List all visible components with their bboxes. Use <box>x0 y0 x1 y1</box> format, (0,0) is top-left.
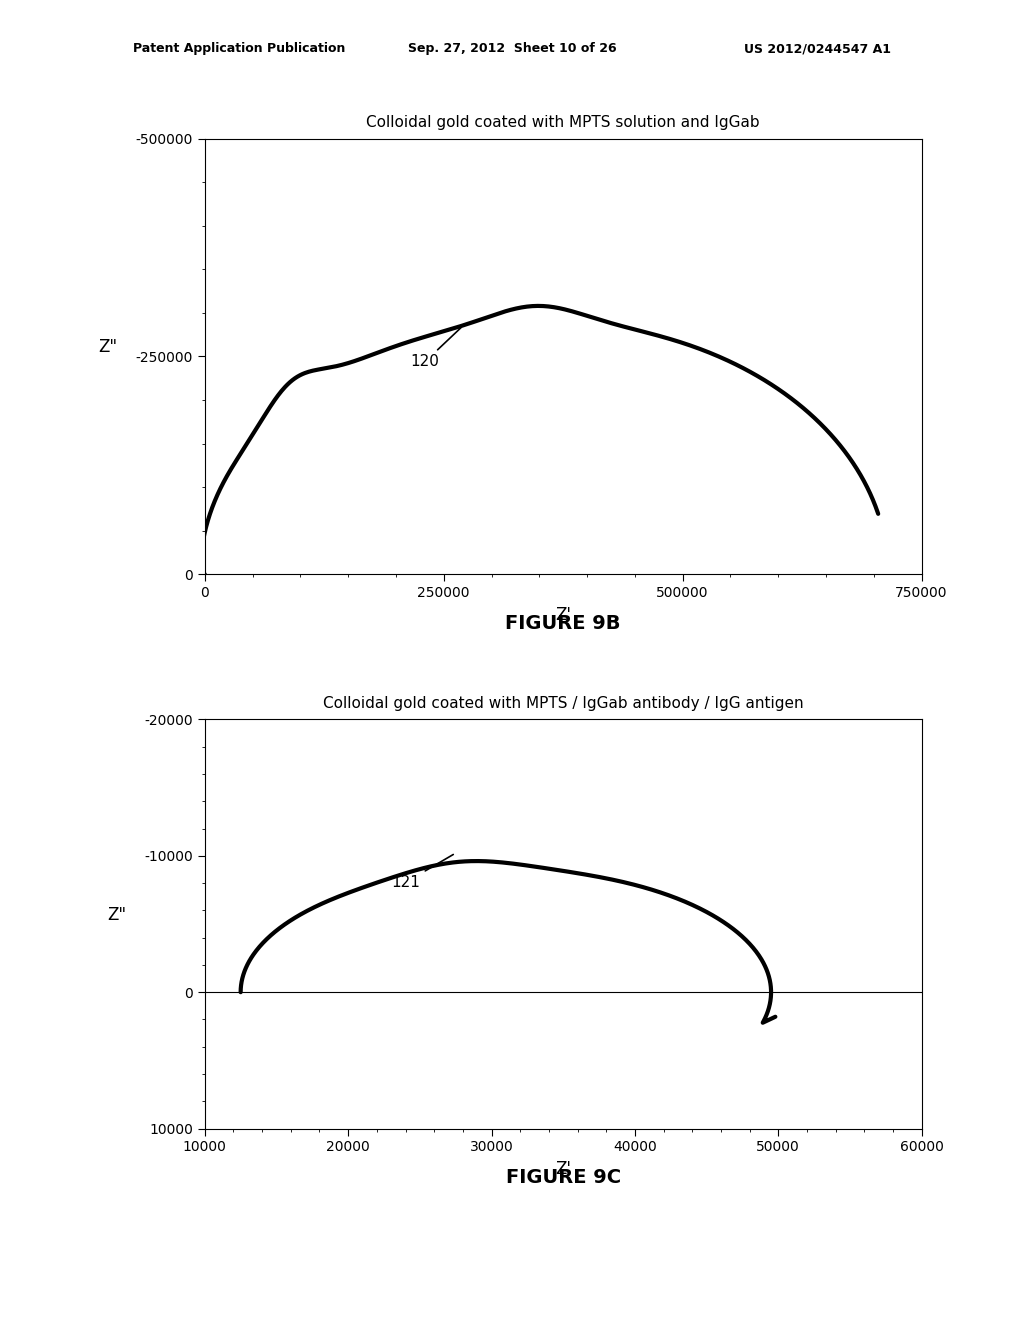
Title: Colloidal gold coated with MPTS / IgGab antibody / IgG antigen: Colloidal gold coated with MPTS / IgGab … <box>323 696 804 711</box>
X-axis label: Z': Z' <box>555 606 571 623</box>
Title: Colloidal gold coated with MPTS solution and IgGab: Colloidal gold coated with MPTS solution… <box>367 115 760 131</box>
Text: Sep. 27, 2012  Sheet 10 of 26: Sep. 27, 2012 Sheet 10 of 26 <box>408 42 616 55</box>
Text: US 2012/0244547 A1: US 2012/0244547 A1 <box>743 42 891 55</box>
X-axis label: Z': Z' <box>555 1160 571 1177</box>
Y-axis label: Z": Z" <box>106 906 126 924</box>
Text: FIGURE 9C: FIGURE 9C <box>506 1168 621 1187</box>
Text: 120: 120 <box>411 327 461 370</box>
Y-axis label: Z": Z" <box>98 338 118 356</box>
Text: FIGURE 9B: FIGURE 9B <box>506 614 621 632</box>
Text: 121: 121 <box>391 854 454 890</box>
Text: Patent Application Publication: Patent Application Publication <box>133 42 345 55</box>
